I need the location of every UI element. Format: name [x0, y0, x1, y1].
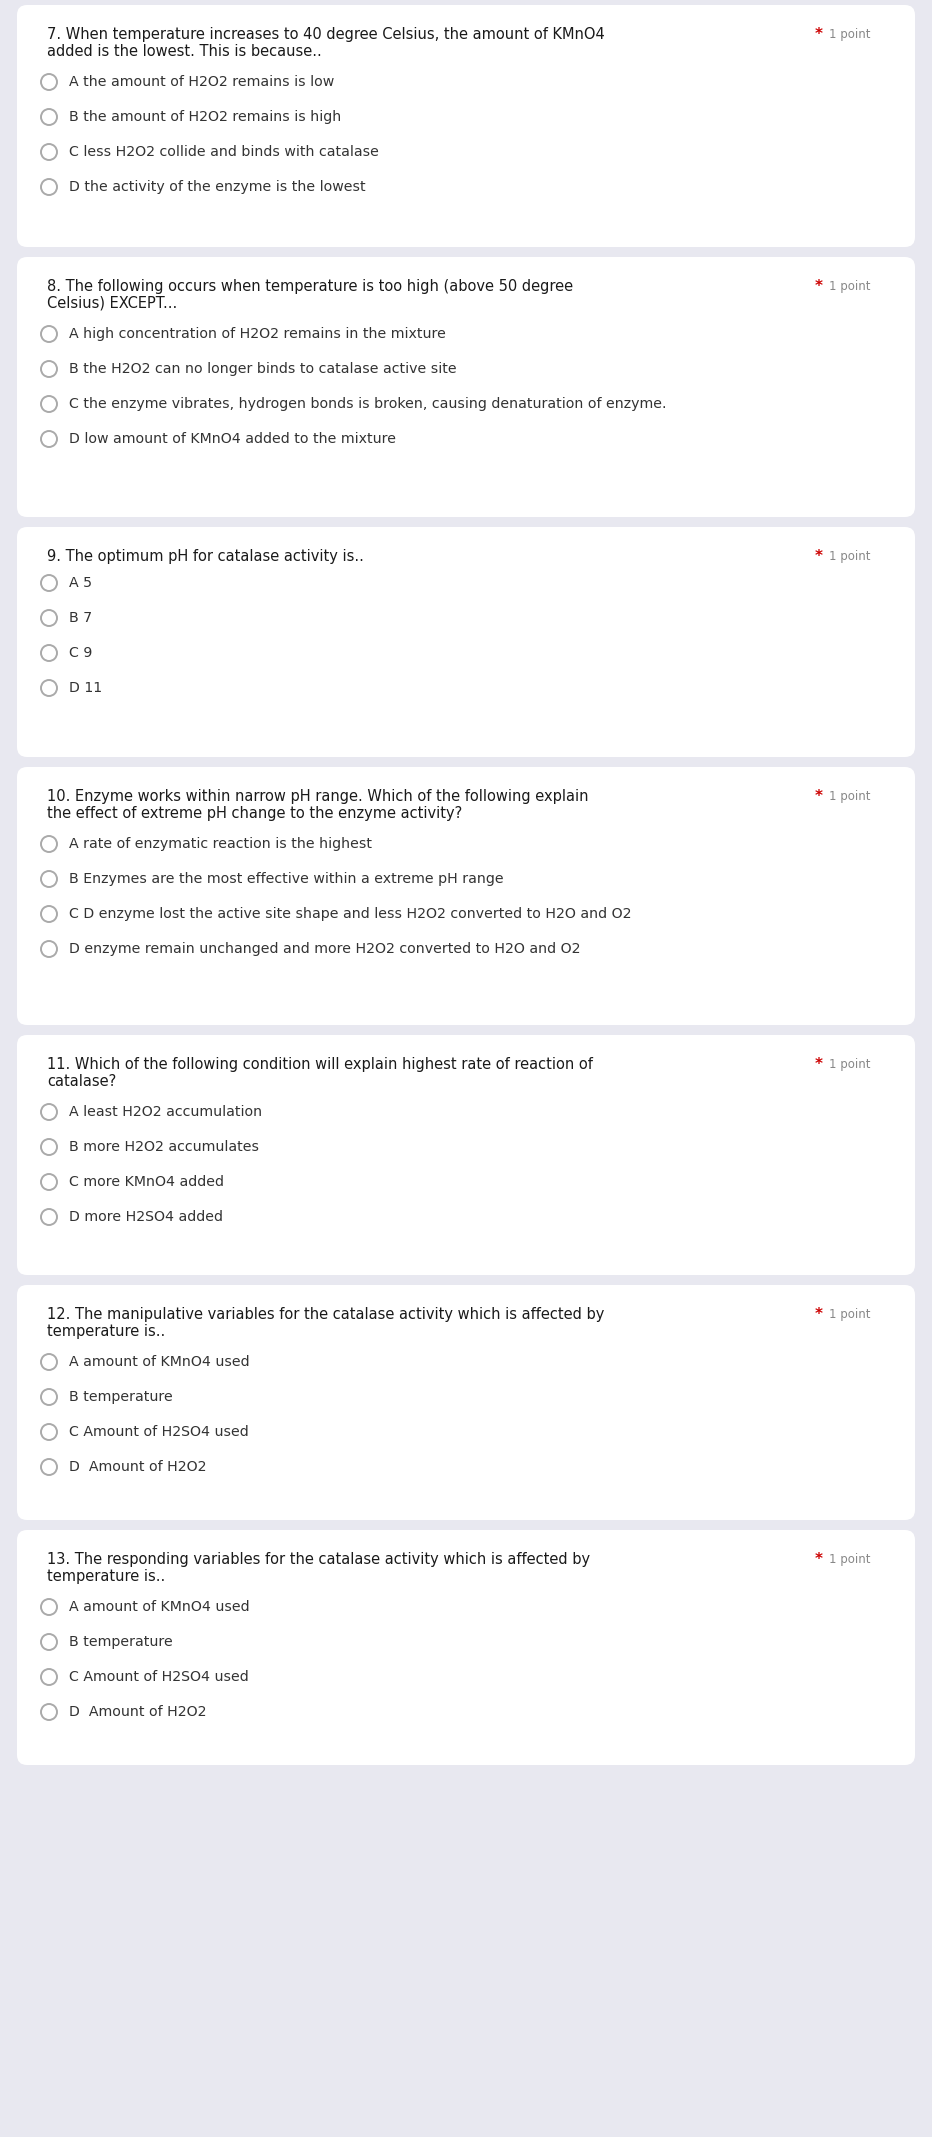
Text: 13. The responding variables for the catalase activity which is affected by: 13. The responding variables for the cat…: [47, 1551, 590, 1566]
Text: A 5: A 5: [69, 577, 92, 590]
Text: C the enzyme vibrates, hydrogen bonds is broken, causing denaturation of enzyme.: C the enzyme vibrates, hydrogen bonds is…: [69, 397, 666, 410]
Text: A amount of KMnO4 used: A amount of KMnO4 used: [69, 1355, 250, 1370]
Text: 1 point: 1 point: [829, 280, 870, 293]
Circle shape: [41, 395, 57, 412]
Circle shape: [41, 75, 57, 90]
Text: temperature is..: temperature is..: [47, 1325, 165, 1340]
Text: D  Amount of H2O2: D Amount of H2O2: [69, 1460, 207, 1475]
Text: 1 point: 1 point: [829, 549, 870, 562]
FancyBboxPatch shape: [17, 528, 915, 756]
FancyBboxPatch shape: [17, 1530, 915, 1765]
Text: 1 point: 1 point: [829, 1058, 870, 1071]
Circle shape: [41, 940, 57, 957]
Circle shape: [41, 609, 57, 626]
Circle shape: [41, 1210, 57, 1225]
Text: temperature is..: temperature is..: [47, 1569, 165, 1584]
Text: D  Amount of H2O2: D Amount of H2O2: [69, 1705, 207, 1718]
Circle shape: [41, 327, 57, 342]
Text: B 7: B 7: [69, 611, 92, 624]
Text: B Enzymes are the most effective within a extreme pH range: B Enzymes are the most effective within …: [69, 872, 503, 887]
FancyBboxPatch shape: [17, 1284, 915, 1519]
Circle shape: [41, 1669, 57, 1684]
Text: D enzyme remain unchanged and more H2O2 converted to H2O and O2: D enzyme remain unchanged and more H2O2 …: [69, 942, 581, 955]
Text: *: *: [815, 280, 823, 295]
FancyBboxPatch shape: [17, 4, 915, 248]
FancyBboxPatch shape: [17, 256, 915, 517]
Text: D more H2SO4 added: D more H2SO4 added: [69, 1210, 223, 1225]
Text: C D enzyme lost the active site shape and less H2O2 converted to H2O and O2: C D enzyme lost the active site shape an…: [69, 906, 632, 921]
FancyBboxPatch shape: [17, 767, 915, 1026]
Circle shape: [41, 109, 57, 124]
FancyBboxPatch shape: [17, 1034, 915, 1276]
Circle shape: [41, 1703, 57, 1720]
Text: C 9: C 9: [69, 645, 92, 660]
Circle shape: [41, 180, 57, 194]
Text: C Amount of H2SO4 used: C Amount of H2SO4 used: [69, 1669, 249, 1684]
Text: B the H2O2 can no longer binds to catalase active site: B the H2O2 can no longer binds to catala…: [69, 361, 457, 376]
Text: catalase?: catalase?: [47, 1075, 116, 1090]
Text: B more H2O2 accumulates: B more H2O2 accumulates: [69, 1139, 259, 1154]
Text: B the amount of H2O2 remains is high: B the amount of H2O2 remains is high: [69, 109, 341, 124]
Circle shape: [41, 575, 57, 592]
Circle shape: [41, 836, 57, 853]
Text: D low amount of KMnO4 added to the mixture: D low amount of KMnO4 added to the mixtu…: [69, 432, 396, 447]
Circle shape: [41, 872, 57, 887]
Text: C less H2O2 collide and binds with catalase: C less H2O2 collide and binds with catal…: [69, 145, 379, 158]
Text: 10. Enzyme works within narrow pH range. Which of the following explain: 10. Enzyme works within narrow pH range.…: [47, 789, 588, 804]
Circle shape: [41, 1389, 57, 1404]
Circle shape: [41, 1598, 57, 1616]
Text: 11. Which of the following condition will explain highest rate of reaction of: 11. Which of the following condition wil…: [47, 1058, 593, 1073]
Circle shape: [41, 1460, 57, 1475]
Text: *: *: [815, 1551, 823, 1566]
Text: *: *: [815, 1308, 823, 1323]
Circle shape: [41, 361, 57, 376]
Text: A the amount of H2O2 remains is low: A the amount of H2O2 remains is low: [69, 75, 335, 90]
Circle shape: [41, 1423, 57, 1440]
Text: 1 point: 1 point: [829, 791, 870, 804]
Text: A high concentration of H2O2 remains in the mixture: A high concentration of H2O2 remains in …: [69, 327, 445, 342]
Circle shape: [41, 1173, 57, 1190]
Text: *: *: [815, 28, 823, 43]
Circle shape: [41, 680, 57, 697]
Text: A least H2O2 accumulation: A least H2O2 accumulation: [69, 1105, 262, 1120]
Text: D 11: D 11: [69, 682, 103, 695]
Text: D the activity of the enzyme is the lowest: D the activity of the enzyme is the lowe…: [69, 180, 365, 194]
Circle shape: [41, 432, 57, 447]
Text: *: *: [815, 549, 823, 564]
Text: B temperature: B temperature: [69, 1389, 172, 1404]
Text: *: *: [815, 1058, 823, 1073]
Text: added is the lowest. This is because..: added is the lowest. This is because..: [47, 45, 322, 60]
Circle shape: [41, 645, 57, 660]
Circle shape: [41, 906, 57, 921]
Circle shape: [41, 1139, 57, 1154]
Text: 1 point: 1 point: [829, 1554, 870, 1566]
Text: 9. The optimum pH for catalase activity is..: 9. The optimum pH for catalase activity …: [47, 549, 363, 564]
Text: 1 point: 1 point: [829, 28, 870, 41]
Text: 12. The manipulative variables for the catalase activity which is affected by: 12. The manipulative variables for the c…: [47, 1308, 604, 1323]
Text: *: *: [815, 789, 823, 804]
Text: C Amount of H2SO4 used: C Amount of H2SO4 used: [69, 1425, 249, 1438]
Circle shape: [41, 1355, 57, 1370]
Text: B temperature: B temperature: [69, 1635, 172, 1650]
Text: the effect of extreme pH change to the enzyme activity?: the effect of extreme pH change to the e…: [47, 806, 462, 821]
Text: A amount of KMnO4 used: A amount of KMnO4 used: [69, 1601, 250, 1613]
Text: C more KMnO4 added: C more KMnO4 added: [69, 1175, 224, 1188]
Circle shape: [41, 1635, 57, 1650]
Circle shape: [41, 1105, 57, 1120]
Text: A rate of enzymatic reaction is the highest: A rate of enzymatic reaction is the high…: [69, 838, 372, 851]
Text: 1 point: 1 point: [829, 1308, 870, 1321]
Text: Celsius) EXCEPT...: Celsius) EXCEPT...: [47, 297, 177, 312]
Text: 8. The following occurs when temperature is too high (above 50 degree: 8. The following occurs when temperature…: [47, 280, 573, 295]
Text: 7. When temperature increases to 40 degree Celsius, the amount of KMnO4: 7. When temperature increases to 40 degr…: [47, 28, 605, 43]
Circle shape: [41, 143, 57, 160]
